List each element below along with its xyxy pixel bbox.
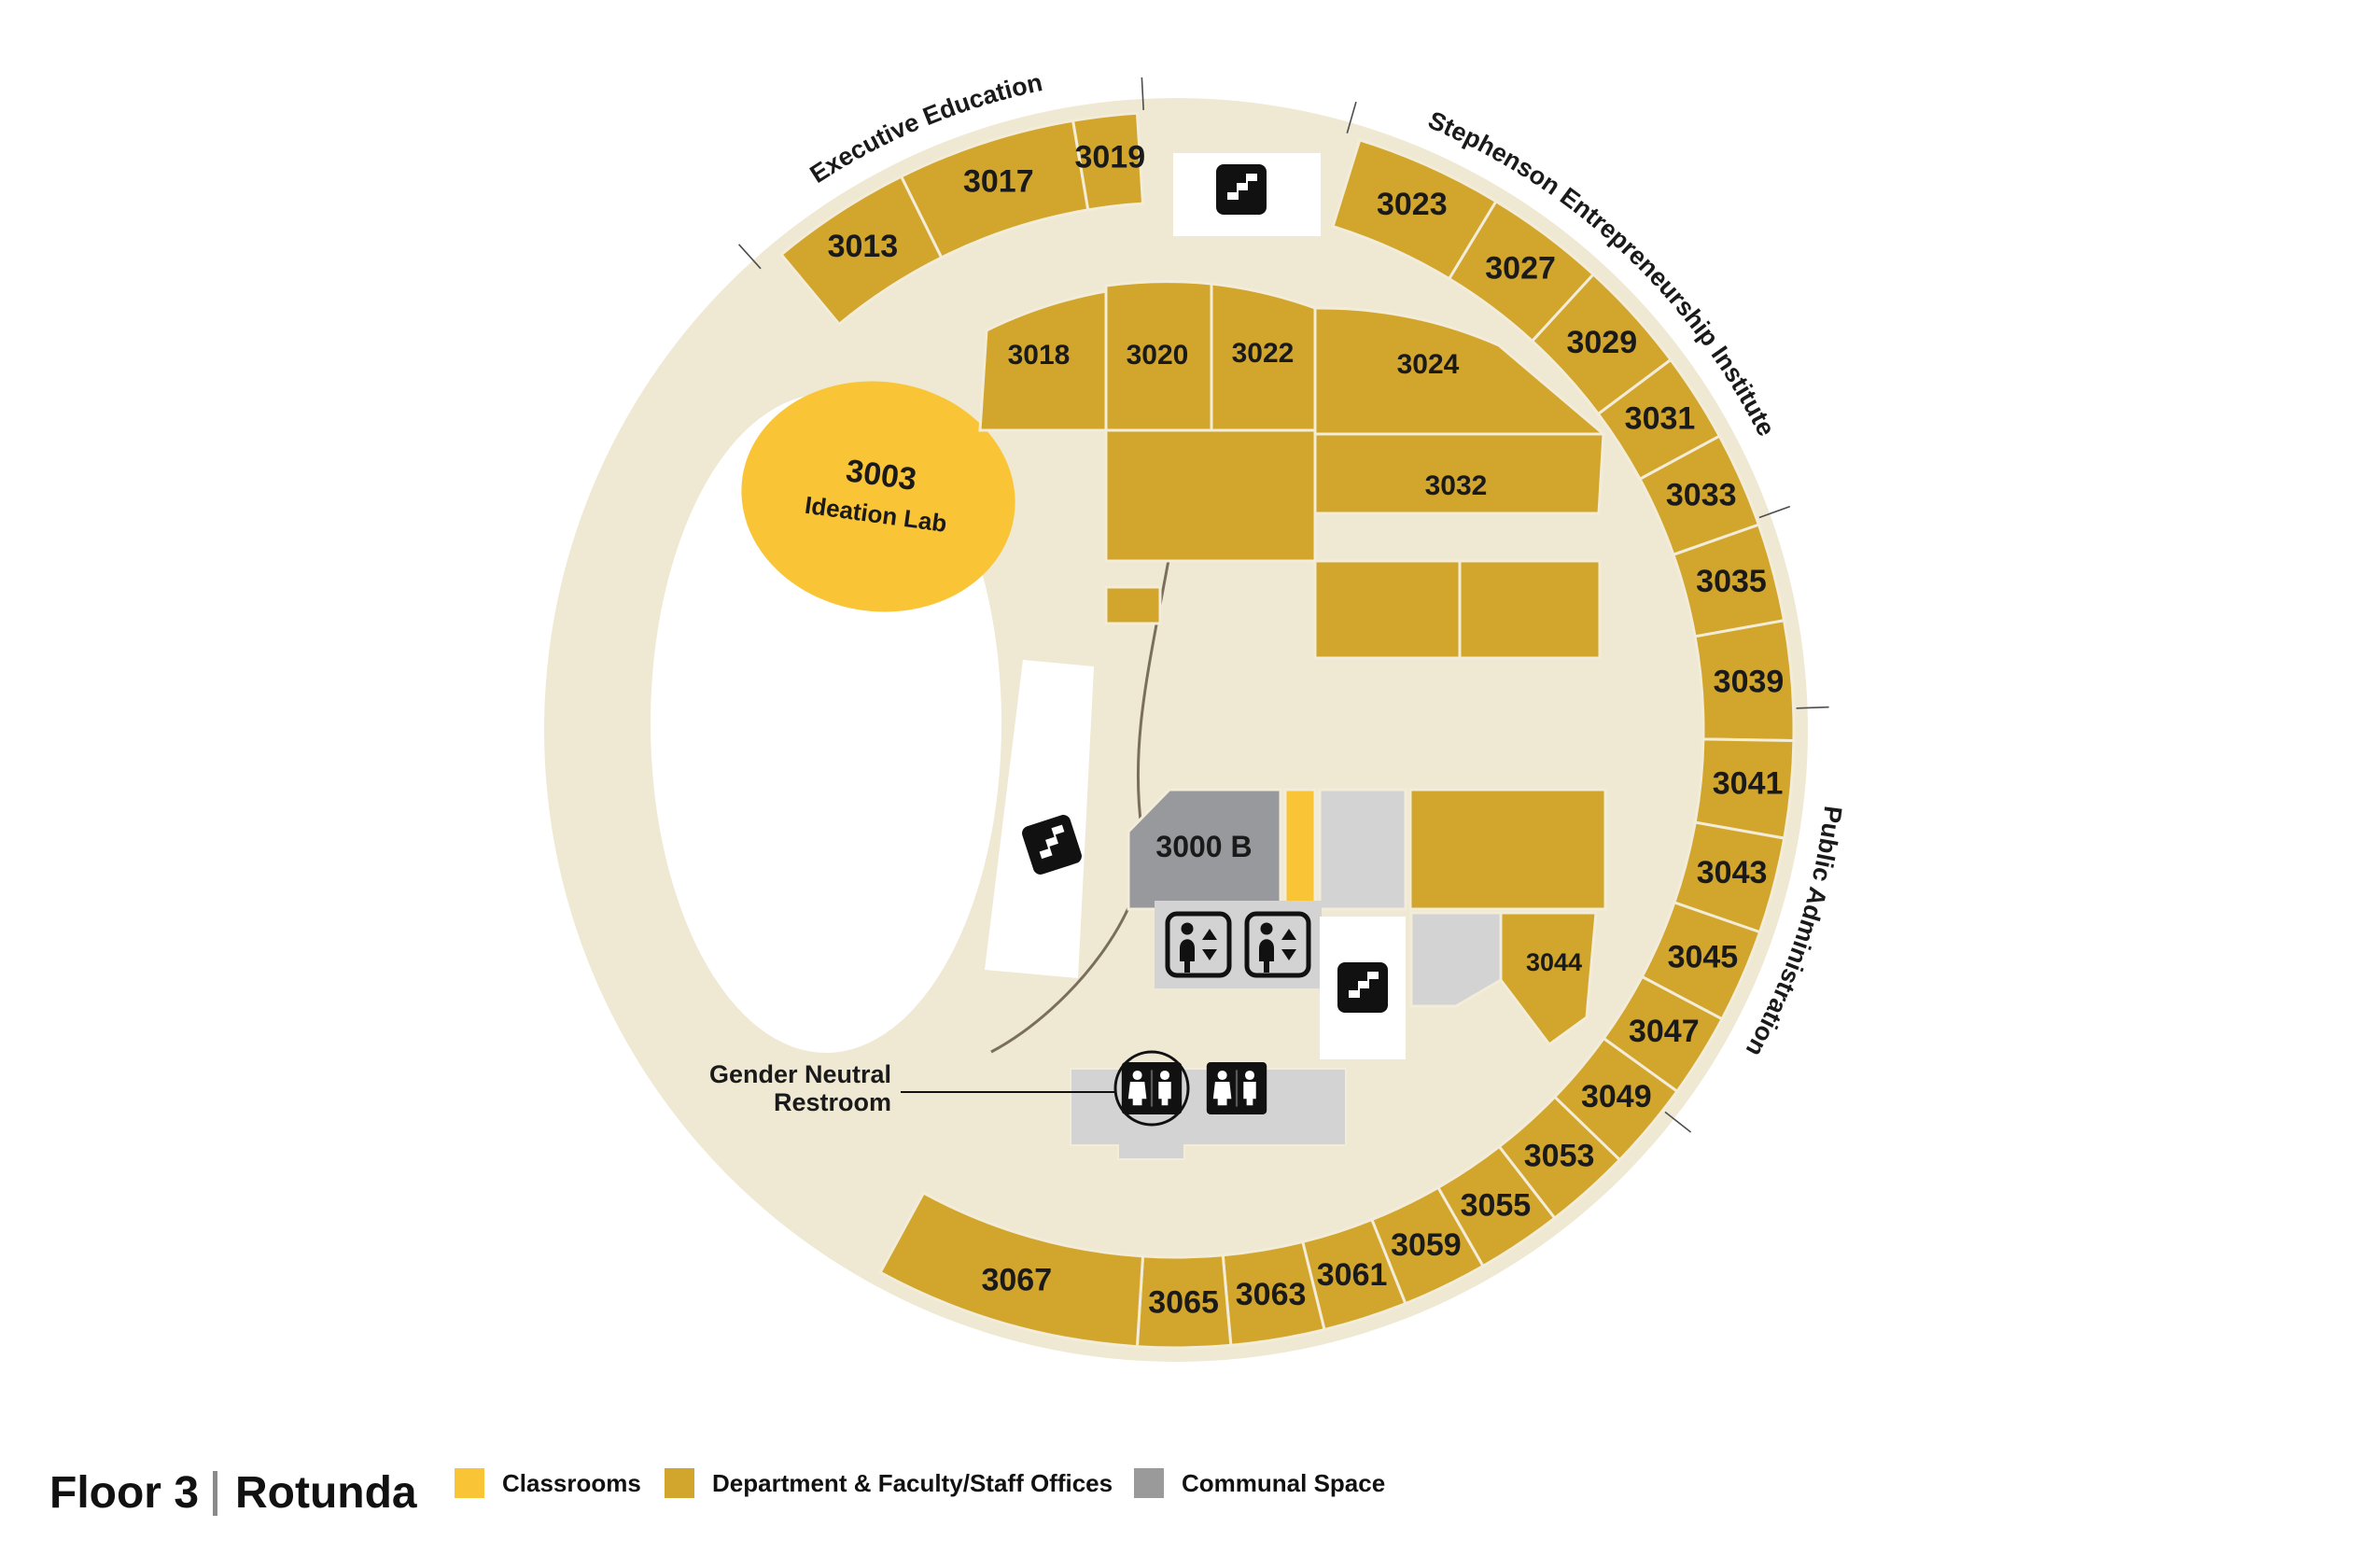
svg-text:3023: 3023 bbox=[1377, 187, 1448, 222]
svg-text:3063: 3063 bbox=[1236, 1277, 1307, 1312]
svg-text:3031: 3031 bbox=[1625, 400, 1696, 436]
svg-text:Communal Space: Communal Space bbox=[1182, 1469, 1385, 1497]
svg-text:3053: 3053 bbox=[1524, 1138, 1595, 1173]
svg-text:3041: 3041 bbox=[1713, 765, 1784, 801]
svg-text:3059: 3059 bbox=[1391, 1227, 1462, 1263]
svg-text:3049: 3049 bbox=[1581, 1079, 1652, 1114]
svg-text:3035: 3035 bbox=[1696, 564, 1767, 599]
svg-text:3029: 3029 bbox=[1566, 325, 1637, 360]
svg-text:3055: 3055 bbox=[1461, 1187, 1532, 1223]
svg-text:3000 B: 3000 B bbox=[1155, 830, 1252, 863]
svg-text:3043: 3043 bbox=[1697, 855, 1768, 890]
svg-text:3061: 3061 bbox=[1317, 1257, 1388, 1293]
svg-text:3039: 3039 bbox=[1714, 665, 1785, 700]
svg-text:3047: 3047 bbox=[1629, 1014, 1700, 1049]
svg-text:3018: 3018 bbox=[1008, 340, 1071, 371]
svg-text:3022: 3022 bbox=[1232, 338, 1295, 369]
svg-text:3045: 3045 bbox=[1668, 939, 1739, 974]
svg-text:3019: 3019 bbox=[1074, 140, 1145, 175]
svg-text:3067: 3067 bbox=[981, 1262, 1052, 1297]
svg-text:3044: 3044 bbox=[1526, 948, 1582, 976]
svg-text:Gender Neutral: Gender Neutral bbox=[709, 1060, 891, 1088]
svg-text:Floor 3: Floor 3 bbox=[49, 1468, 199, 1518]
svg-text:Restroom: Restroom bbox=[774, 1088, 891, 1116]
svg-text:3020: 3020 bbox=[1127, 340, 1189, 371]
svg-text:3013: 3013 bbox=[828, 229, 899, 264]
svg-text:Department & Faculty/Staff Off: Department & Faculty/Staff Offices bbox=[712, 1469, 1113, 1497]
svg-text:3033: 3033 bbox=[1666, 478, 1737, 513]
svg-text:3065: 3065 bbox=[1148, 1284, 1219, 1320]
svg-text:Classrooms: Classrooms bbox=[502, 1469, 641, 1497]
svg-text:3027: 3027 bbox=[1485, 250, 1556, 286]
svg-text:Rotunda: Rotunda bbox=[235, 1468, 417, 1518]
svg-text:3032: 3032 bbox=[1425, 470, 1488, 501]
svg-text:3017: 3017 bbox=[963, 164, 1034, 200]
svg-text:3024: 3024 bbox=[1397, 349, 1460, 380]
